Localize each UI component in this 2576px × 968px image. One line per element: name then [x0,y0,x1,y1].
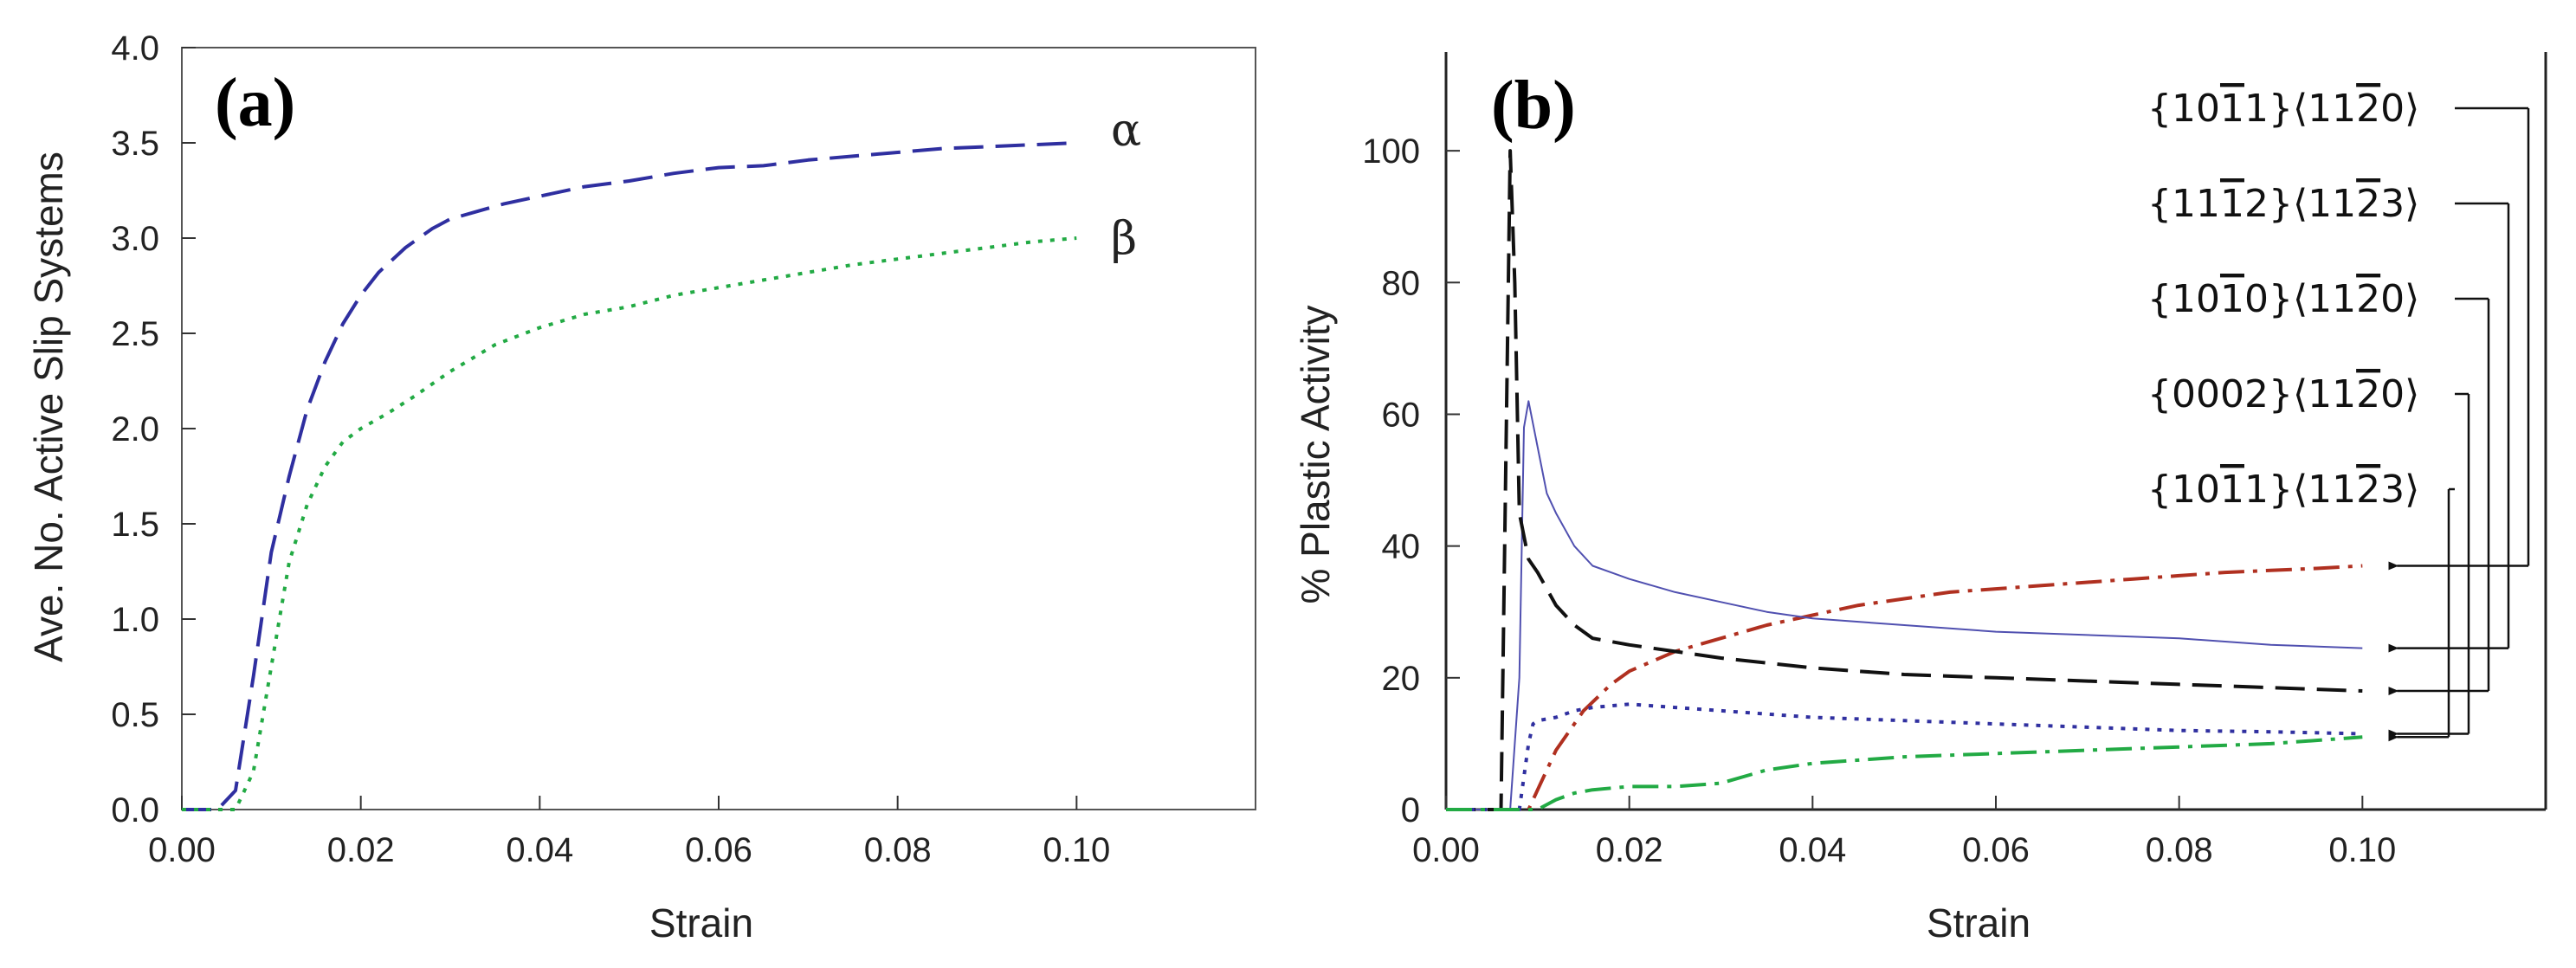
y-tick-label: 1.5 [111,506,159,544]
x-tick-label: 0.04 [1779,831,1846,869]
panel-b-series [1446,149,2363,811]
panel-b: (b) Strain % Plastic Activity 0.00 0.02 0.… [1293,52,2547,945]
series-line-4 [1446,735,2363,811]
series-line-2 [1446,149,2363,811]
y-tick-label: 100 [1362,132,1420,171]
series-line-1 [182,236,1077,811]
y-tick-label: 1.0 [111,601,159,639]
legend-label-1: {1112}⟨1123⟩ [2147,182,2419,226]
y-tick-label: 0 [1401,791,1420,829]
x-tick-label: 0.10 [1043,831,1110,869]
y-tick-label: 0.5 [111,696,159,734]
y-tick-label: 40 [1382,528,1421,566]
panel-a-label: (a) [215,65,295,141]
legend-label-0: {1011}⟨1120⟩ [2147,87,2419,131]
x-tick-label: 0.08 [2146,831,2213,869]
legend-label-alpha: α [1111,105,1141,157]
legend-label-2: {1010}⟨1120⟩ [2147,277,2419,321]
x-tick-label: 0.04 [506,831,573,869]
series-line-3 [1446,702,2363,811]
x-tick-label: 0.00 [148,831,216,869]
legend-label-3: {0002}⟨1120⟩ [2147,372,2419,416]
x-tick-label: 0.06 [685,831,752,869]
y-tick-label: 80 [1382,264,1421,302]
x-tick-label: 0.10 [2328,831,2396,869]
panel-b-ticks: 0.00 0.02 0.04 0.06 0.08 0.10 0 20 40 60 80 100 [1362,132,2396,869]
panel-a-ylabel: Ave. No. Active Slip Systems [26,152,71,662]
y-tick-label: 4.0 [111,29,159,68]
panel-a-xlabel: Strain [649,900,753,945]
x-tick-label: 0.02 [327,831,395,869]
y-tick-label: 60 [1382,396,1421,434]
y-tick-label: 20 [1382,660,1421,698]
x-tick-label: 0.02 [1596,831,1663,869]
x-tick-label: 0.08 [864,831,932,869]
panel-b-label: (b) [1491,68,1576,144]
series-line-0 [1446,564,2363,811]
series-line-1 [1446,400,2363,810]
series-line-0 [182,141,1077,811]
x-tick-label: 0.06 [1962,831,2030,869]
panel-b-ylabel: % Plastic Activity [1293,305,1338,603]
y-tick-label: 2.0 [111,410,159,449]
panel-a-ticks: 0.00 0.02 0.04 0.06 0.08 0.10 0.0 0.5 1.0 1.5 2.0 2… [111,29,1110,869]
legend-label-beta: β [1111,213,1137,265]
panel-b-xlabel: Strain [1927,900,2030,945]
panel-a-frame [181,47,1256,810]
y-tick-label: 0.0 [111,791,159,829]
legend-label-4: {1011}⟨1123⟩ [2147,468,2419,512]
panel-b-legend: {1011}⟨1120⟩ {1112}⟨1123⟩ {1010}⟨1120⟩ {000… [2147,87,2530,742]
panel-a-series [182,141,1077,811]
x-tick-label: 0.00 [1412,831,1480,869]
y-tick-label: 2.5 [111,315,159,353]
y-tick-label: 3.5 [111,125,159,163]
panel-a: (a) Strain Ave. No. Active Slip Systems … [26,29,1256,945]
y-tick-label: 3.0 [111,220,159,258]
